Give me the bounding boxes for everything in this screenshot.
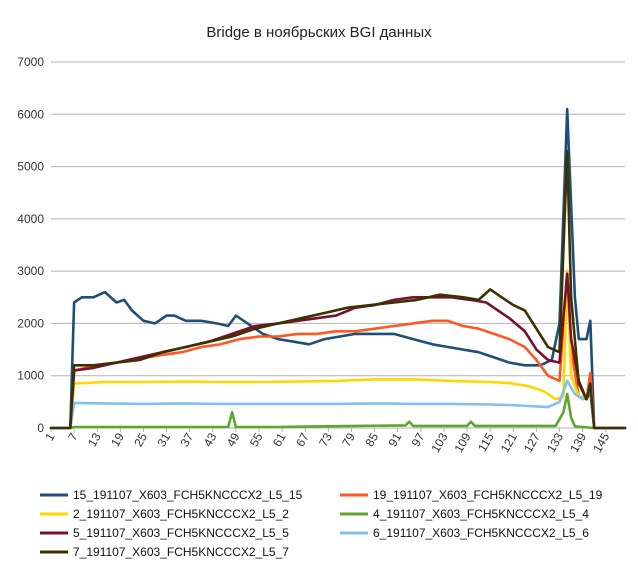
x-tick-label: 7 <box>65 430 81 443</box>
x-tick-label: 85 <box>362 430 381 449</box>
x-tick-label: 25 <box>131 430 150 449</box>
x-tick-label: 1 <box>42 430 58 443</box>
legend-label: 2_191107_X603_FCH5KNCCCX2_L5_2 <box>73 507 289 521</box>
legend: 15_191107_X603_FCH5KNCCCX2_L5_15 19_19110… <box>40 488 603 559</box>
y-tick-label: 6000 <box>17 107 44 121</box>
series-line-3 <box>49 269 627 430</box>
y-tick-label: 3000 <box>17 264 44 278</box>
series-line-4 <box>49 392 627 430</box>
x-tick-label: 37 <box>177 430 196 449</box>
x-tick-label: 109 <box>452 430 474 455</box>
y-tick-label: 1000 <box>17 369 44 383</box>
series-line-6 <box>49 379 627 430</box>
x-tick-label: 115 <box>475 430 497 454</box>
series-line-7 <box>49 149 627 430</box>
x-tick-label: 43 <box>201 430 220 449</box>
y-tick-label: 7000 <box>17 55 44 69</box>
x-tick-label: 127 <box>521 430 543 455</box>
legend-label: 15_191107_X603_FCH5KNCCCX2_L5_15 <box>73 488 303 502</box>
y-tick-label: 4000 <box>17 212 44 226</box>
x-tick-label: 139 <box>567 430 589 455</box>
x-tick-label: 49 <box>224 430 243 449</box>
y-tick-label: 0 <box>37 421 44 435</box>
x-tick-label: 103 <box>428 430 450 455</box>
series-line-1 <box>49 107 627 430</box>
y-tick-label: 5000 <box>17 160 44 174</box>
legend-label: 7_191107_X603_FCH5KNCCCX2_L5_7 <box>73 545 289 559</box>
x-tick-label: 19 <box>108 430 127 449</box>
legend-label: 5_191107_X603_FCH5KNCCCX2_L5_5 <box>73 526 289 540</box>
x-tick-label: 133 <box>544 430 566 455</box>
legend-label: 19_191107_X603_FCH5KNCCCX2_L5_19 <box>373 488 603 502</box>
x-tick-label: 97 <box>409 430 428 449</box>
y-tick-label: 2000 <box>17 316 44 330</box>
grid <box>51 61 625 429</box>
chart-title: Bridge в ноябрьских BGI данных <box>206 24 432 41</box>
x-tick-label: 121 <box>498 430 520 455</box>
x-tick-label: 31 <box>154 430 173 449</box>
legend-label: 6_191107_X603_FCH5KNCCCX2_L5_6 <box>373 526 589 540</box>
x-tick-label: 55 <box>247 430 266 449</box>
y-axis: 0 1000 2000 3000 4000 5000 6000 7000 <box>17 55 44 435</box>
x-tick-label: 145 <box>590 430 612 455</box>
x-tick-label: 13 <box>85 430 104 449</box>
x-tick-label: 73 <box>316 430 335 449</box>
legend-label: 4_191107_X603_FCH5KNCCCX2_L5_4 <box>373 507 589 521</box>
x-tick-label: 79 <box>339 430 358 449</box>
series-group <box>49 107 627 430</box>
x-axis: 1 7 13 19 25 31 37 43 49 55 61 67 73 79 85 91 97 103 109 11… <box>42 427 625 455</box>
x-tick-label: 67 <box>293 430 312 449</box>
x-tick-label: 61 <box>270 430 289 449</box>
x-tick-label: 91 <box>386 430 405 449</box>
